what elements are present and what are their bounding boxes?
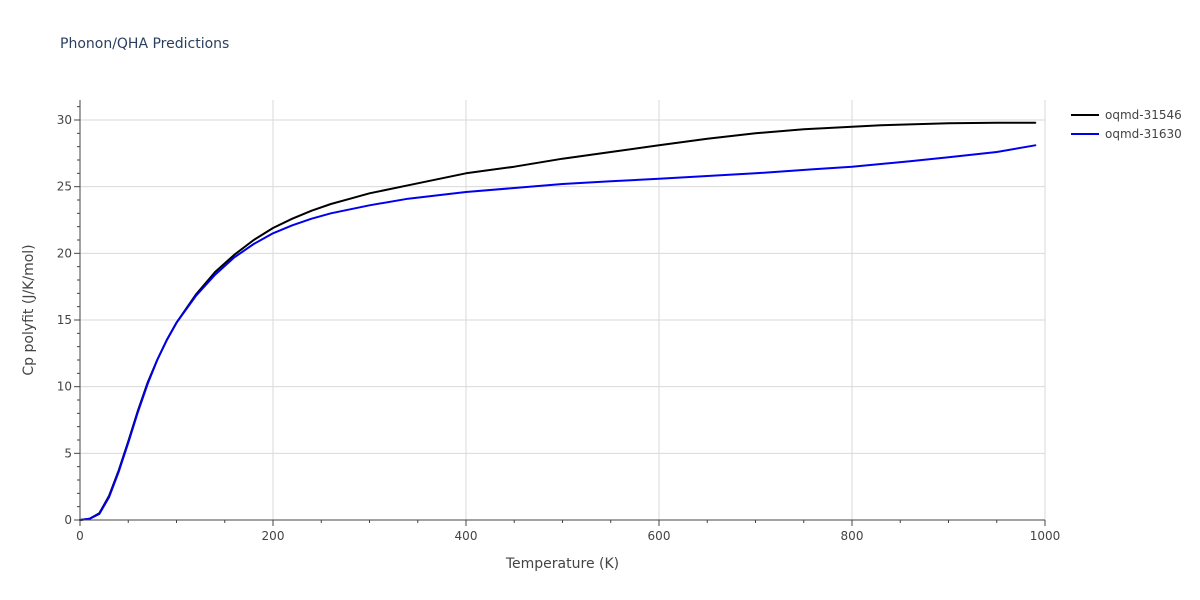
x-tick-label: 0 [76, 529, 84, 543]
y-tick-label: 25 [57, 180, 72, 194]
x-tick-label: 800 [841, 529, 864, 543]
y-tick-label: 5 [64, 446, 72, 460]
series-layer [79, 121, 1037, 521]
chart-title: Phonon/QHA Predictions [60, 36, 230, 52]
y-tick-label: 15 [57, 313, 72, 327]
y-tick-label: 0 [64, 513, 72, 527]
x-tick-label: 1000 [1030, 529, 1061, 543]
x-tick-label: 200 [262, 529, 285, 543]
x-axis-title: Temperature (K) [505, 556, 619, 572]
axes: 0 200 400 600 800 1000 0 5 10 15 20 25 30 Temperature… [21, 100, 1060, 572]
x-tick-label: 600 [648, 529, 671, 543]
series-line-oqmd-31630[interactable] [79, 144, 1037, 521]
y-axis-title: Cp polyfit (J/K/mol) [21, 244, 37, 375]
legend-label-oqmd-31546[interactable]: oqmd-31546 [1105, 108, 1182, 122]
legend: oqmd-31546 oqmd-31630 [1071, 108, 1182, 141]
series-line-oqmd-31546[interactable] [79, 121, 1037, 521]
legend-label-oqmd-31630[interactable]: oqmd-31630 [1105, 127, 1182, 141]
x-tick-label: 400 [455, 529, 478, 543]
y-tick-label: 30 [57, 113, 72, 127]
y-tick-label: 20 [57, 246, 72, 260]
y-tick-label: 10 [57, 380, 72, 394]
